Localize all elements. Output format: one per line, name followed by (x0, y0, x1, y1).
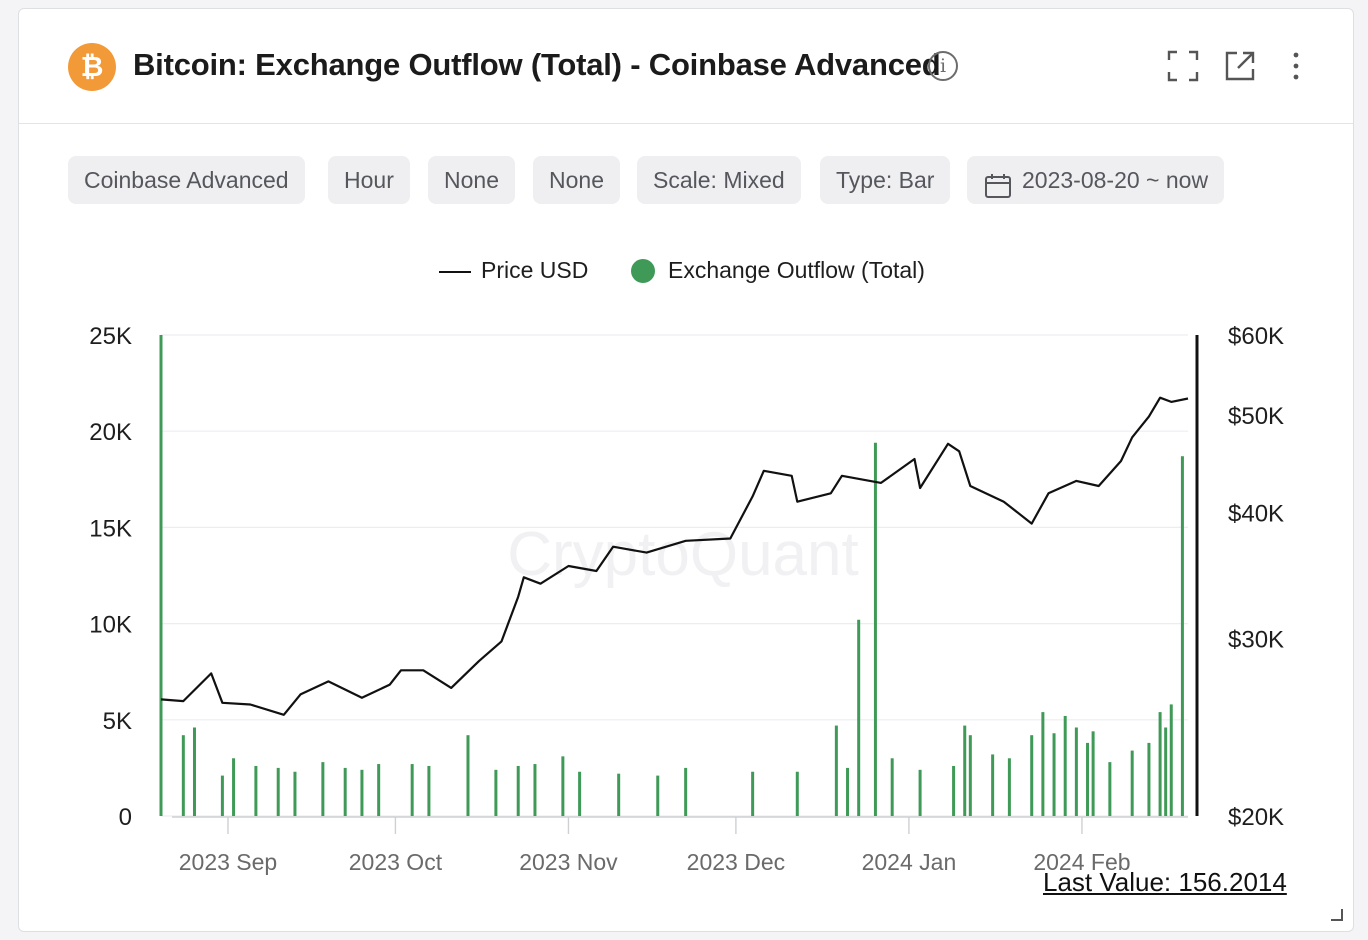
outflow-bar (873, 442, 877, 816)
x-tick-label: 2024 Jan (862, 849, 957, 875)
calendar-icon (984, 167, 1012, 198)
x-tick-label: 2023 Oct (349, 849, 443, 875)
outflow-bar (656, 775, 660, 816)
resize-handle[interactable] (1331, 909, 1343, 921)
outflow-bar (1086, 742, 1090, 816)
y-left-tick-label: 5K (103, 708, 132, 735)
y-left-tick-label: 20K (89, 419, 132, 446)
outflow-bar (192, 727, 196, 816)
outflow-bar (1052, 733, 1056, 816)
outflow-bar (834, 725, 838, 816)
price-line (160, 396, 1189, 716)
outflow-bar (293, 771, 297, 816)
external-link-icon[interactable] (1223, 49, 1257, 83)
y-left-tick-label: 15K (89, 515, 132, 542)
outflow-bar (410, 764, 414, 816)
card-header: ₿ Bitcoin: Exchange Outflow (Total) - Co… (19, 9, 1353, 124)
outflow-bar (1130, 750, 1134, 816)
outflow-bar (1158, 712, 1162, 816)
x-tick-label: 2024 Feb (1033, 849, 1130, 875)
outflow-bar (684, 767, 688, 816)
outflow-bar (857, 619, 861, 816)
more-menu-icon[interactable] (1279, 49, 1313, 83)
outflow-bar (1041, 712, 1045, 816)
outflow-bar (254, 765, 258, 816)
window-filter-chip[interactable]: Hour (328, 156, 410, 204)
outflow-bar (321, 762, 325, 816)
watermark: CryptoQuant (507, 520, 859, 589)
outflow-bar (751, 771, 755, 816)
outflow-bar (795, 771, 799, 816)
outflow-bar (1063, 715, 1067, 816)
outflow-bar (220, 775, 224, 816)
date-range-label: 2023-08-20 ~ now (1022, 167, 1209, 193)
outflow-bar (578, 771, 582, 816)
outflow-bar (963, 725, 967, 816)
outflow-bar (466, 735, 470, 816)
outflow-bar (991, 754, 995, 816)
y-left-tick-label: 10K (89, 612, 132, 639)
outflow-bar (360, 769, 364, 816)
y-left-tick-label: 0 (119, 804, 132, 831)
outflow-bar (1169, 704, 1173, 816)
last-value-link[interactable]: Last Value: 156.2014 (1043, 867, 1287, 897)
outflow-bar (1147, 742, 1151, 816)
outflow-bar (516, 765, 520, 816)
outflow-bar (494, 769, 498, 816)
y-right-tick-label: $20K (1228, 804, 1284, 831)
outflow-bar (343, 767, 347, 816)
outflow-bar (1164, 727, 1168, 816)
info-icon[interactable]: i (928, 51, 958, 81)
outflow-legend-swatch (631, 259, 655, 283)
outflow-bar (1180, 456, 1184, 816)
outflow-bar (890, 758, 894, 816)
outflow-bar (1007, 758, 1011, 816)
bitcoin-icon: ₿ (68, 43, 116, 91)
type-filter-chip[interactable]: Type: Bar (820, 156, 951, 204)
outflow-bar (232, 758, 236, 816)
scale-filter-chip[interactable]: Scale: Mixed (637, 156, 801, 204)
y-right-tick-label: $30K (1228, 626, 1284, 653)
x-tick-label: 2023 Dec (687, 849, 785, 875)
y-right-tick-label: $50K (1228, 403, 1284, 430)
date-range-chip[interactable]: 2023-08-20 ~ now (967, 156, 1225, 204)
y-left-tick-label: 25K (89, 323, 132, 350)
price-legend-label[interactable]: Price USD (481, 257, 589, 283)
outflow-bar (533, 764, 537, 816)
outflow-bar (427, 765, 431, 816)
outflow-bar (952, 765, 956, 816)
outflow-bar (968, 735, 972, 816)
outflow-bar (1108, 762, 1112, 816)
outflow-bar (181, 735, 185, 816)
outflow-bar (918, 769, 922, 816)
page-title: Bitcoin: Exchange Outflow (Total) - Coin… (133, 47, 941, 82)
outflow-bar (617, 773, 621, 816)
outflow-bar (846, 767, 850, 816)
y-right-tick-label: $60K (1228, 323, 1284, 350)
outflow-bar (377, 764, 381, 816)
chart-legend: Price USD Exchange Outflow (Total) (19, 257, 1353, 287)
outflow-bar (159, 335, 163, 816)
normalize-filter-chip[interactable]: None (533, 156, 620, 204)
outflow-legend-label[interactable]: Exchange Outflow (Total) (668, 257, 925, 283)
outflow-bar (1091, 731, 1095, 816)
outflow-bar (276, 767, 280, 816)
outflow-bar (1074, 727, 1078, 816)
fullscreen-icon[interactable] (1166, 49, 1200, 83)
x-tick-label: 2023 Sep (179, 849, 277, 875)
x-tick-label: 2023 Nov (519, 849, 618, 875)
price-legend-swatch (439, 271, 471, 273)
sma-filter-chip[interactable]: None (428, 156, 515, 204)
y-right-tick-label: $40K (1228, 501, 1284, 528)
exchange-filter-chip[interactable]: Coinbase Advanced (68, 156, 305, 204)
outflow-bar (561, 756, 565, 816)
outflow-bar (1030, 735, 1034, 816)
